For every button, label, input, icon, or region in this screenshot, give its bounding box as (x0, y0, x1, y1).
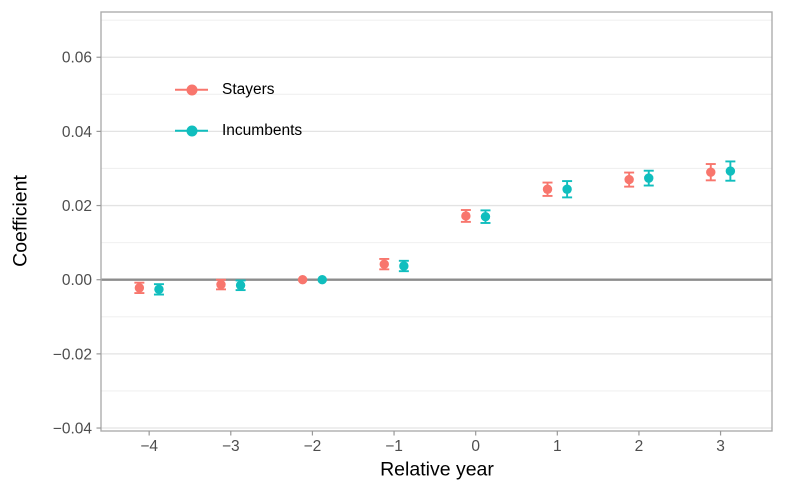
x-tick-label: 2 (635, 438, 644, 455)
point-stayers (706, 167, 716, 177)
point-incumbents (562, 184, 572, 194)
point-incumbents (154, 284, 164, 295)
x-tick-label: 0 (471, 438, 480, 455)
x-axis-title: Relative year (380, 458, 494, 481)
x-tick-label: 1 (553, 438, 562, 455)
x-tick-label: −2 (304, 438, 322, 455)
legend-item-stayers: Stayers (175, 80, 302, 99)
incumbents-pointrange-icon (175, 121, 208, 140)
x-tick-label: −4 (140, 438, 158, 455)
point-incumbents (480, 211, 491, 222)
x-tick-label: 3 (716, 438, 725, 455)
point-incumbents (317, 275, 327, 285)
y-tick-label: −0.04 (53, 420, 93, 437)
point-incumbents (644, 173, 654, 183)
point-stayers (624, 174, 634, 185)
point-stayers (134, 283, 145, 293)
y-tick-label: 0.02 (62, 198, 92, 215)
x-tick-label: −3 (222, 438, 240, 455)
y-tick-label: 0.06 (62, 50, 92, 67)
point-stayers (379, 259, 389, 269)
point-incumbents (725, 166, 736, 176)
y-tick-label: 0.00 (62, 272, 93, 289)
point-stayers (542, 184, 553, 194)
point-stayers (216, 279, 226, 290)
legend-label-incumbents: Incumbents (222, 121, 303, 139)
point-stayers (461, 211, 471, 221)
legend-key-dot (186, 84, 197, 95)
x-tick-label: −1 (385, 438, 403, 455)
y-axis-title: Coefficient (9, 175, 32, 267)
legend-key-dot (186, 125, 197, 136)
legend: Stayers Incumbents (175, 80, 302, 162)
panel-border (100, 11, 773, 432)
point-incumbents (399, 261, 409, 271)
y-tick-label: −0.02 (53, 346, 92, 363)
point-incumbents (235, 280, 246, 290)
legend-item-incumbents: Incumbents (175, 121, 302, 140)
stayers-pointrange-icon (175, 80, 208, 99)
legend-label-stayers: Stayers (222, 80, 275, 98)
y-tick-label: 0.04 (62, 124, 93, 141)
point-stayers (297, 275, 308, 285)
